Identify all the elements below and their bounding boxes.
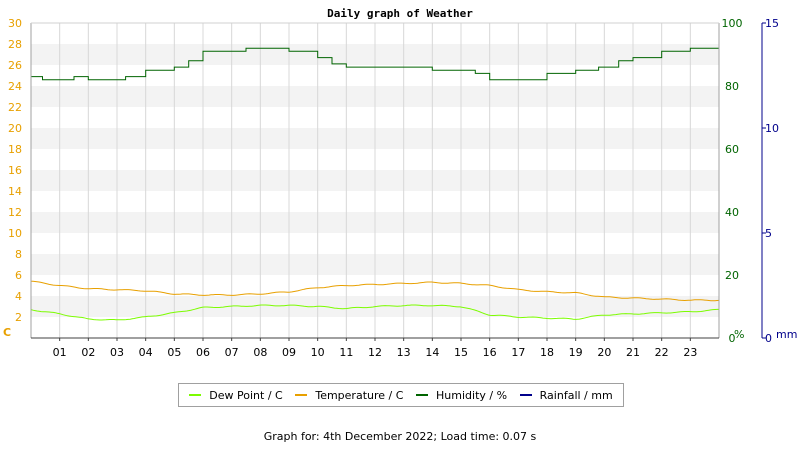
legend-label-temperature: Temperature / C [315,388,404,402]
left-tick-label: 4 [15,290,22,303]
left-tick-label: 8 [15,248,22,261]
humidity-tick-label: 0 [729,332,736,345]
left-tick-label: 18 [8,143,22,156]
x-tick-label: 18 [540,346,554,359]
x-tick-label: 15 [454,346,468,359]
x-tick-label: 13 [397,346,411,359]
x-tick-label: 05 [167,346,181,359]
x-tick-label: 21 [626,346,640,359]
left-tick-label: 12 [8,206,22,219]
left-axis-unit: C [3,326,11,339]
x-tick-label: 03 [110,346,124,359]
left-tick-label: 6 [15,269,22,282]
rainfall-axis-unit: mm [776,328,797,341]
x-tick-label: 07 [225,346,239,359]
x-tick-label: 01 [53,346,67,359]
humidity-axis-unit: % [734,328,744,341]
legend-item-rainfall: Rainfall / mm [519,388,613,402]
left-tick-label: 22 [8,101,22,114]
legend-swatch-dew-point [189,394,202,396]
x-tick-label: 06 [196,346,210,359]
humidity-tick-label: 60 [725,143,739,156]
legend-swatch-humidity [416,394,429,396]
x-tick-label: 20 [597,346,611,359]
rainfall-tick-label: 15 [765,17,779,30]
legend-label-dew-point: Dew Point / C [209,388,283,402]
rainfall-tick-label: 10 [765,122,779,135]
left-tick-label: 14 [8,185,22,198]
x-tick-label: 04 [139,346,153,359]
x-tick-label: 19 [569,346,583,359]
x-tick-label: 02 [81,346,95,359]
legend-item-humidity: Humidity / % [416,389,507,402]
legend-swatch-rainfall [519,394,532,396]
x-tick-label: 12 [368,346,382,359]
legend-label-humidity: Humidity / % [436,388,508,402]
left-tick-label: 10 [8,227,22,240]
legend-item-dew-point: Dew Point / C [189,388,283,402]
left-tick-label: 26 [8,59,22,72]
vertical-grid [59,23,691,338]
legend-swatch-temperature [295,394,308,396]
rainfall-tick-label: 5 [765,227,772,240]
left-tick-label: 20 [8,122,22,135]
axes-layer [30,22,766,341]
left-tick-label: 16 [8,164,22,177]
x-tick-label: 10 [311,346,325,359]
left-tick-label: 24 [8,80,22,93]
legend-label-rainfall: Rainfall / mm [539,388,613,402]
x-tick-label: 22 [655,346,669,359]
left-tick-label: 30 [8,17,22,30]
legend: Dew Point / C Temperature / C Humidity /… [178,383,624,407]
graph-caption: Graph for: 4th December 2022; Load time:… [263,430,537,443]
left-tick-label: 2 [15,311,22,324]
series-line-temperature-c [30,280,720,302]
x-tick-label: 16 [483,346,497,359]
chart-title: Daily graph of Weather [327,7,473,20]
humidity-tick-label: 100 [722,17,743,30]
left-tick-label: 28 [8,38,22,51]
humidity-tick-label: 80 [725,80,739,93]
x-tick-label: 09 [282,346,296,359]
x-tick-label: 08 [253,346,267,359]
legend-item-temperature: Temperature / C [295,389,403,402]
series-line-humidity [31,45,720,81]
series-line-dew-point-c [30,304,719,321]
rainfall-tick-label: 0 [765,332,772,345]
humidity-tick-label: 20 [725,269,739,282]
humidity-tick-label: 40 [725,206,739,219]
x-tick-label: 14 [425,346,439,359]
x-tick-label: 11 [339,346,353,359]
x-tick-label: 23 [683,346,697,359]
x-tick-label: 17 [511,346,525,359]
